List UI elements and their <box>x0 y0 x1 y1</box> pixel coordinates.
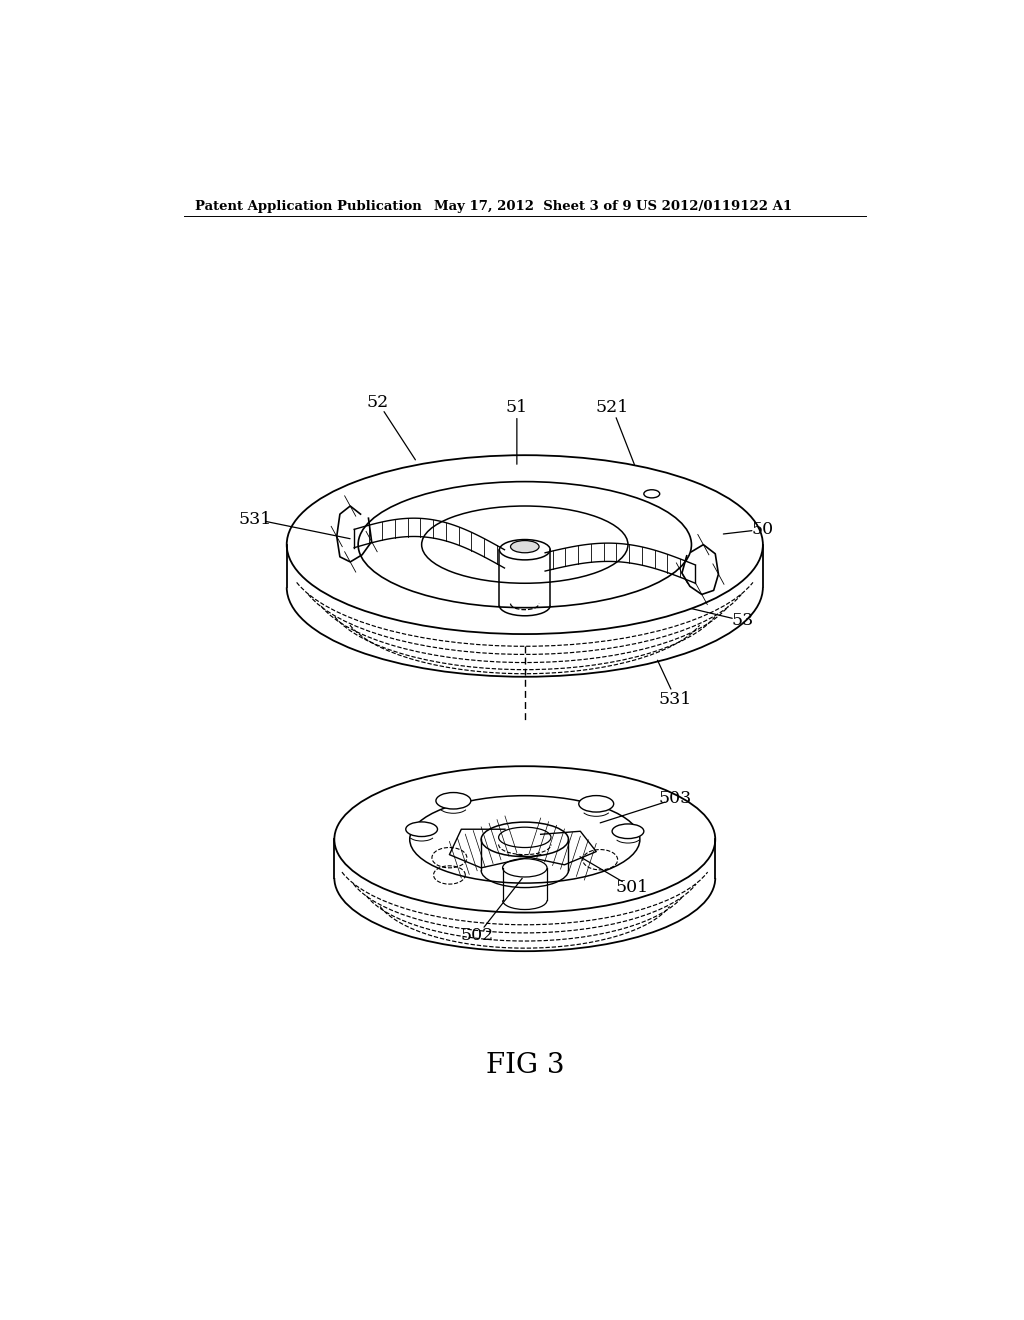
Ellipse shape <box>358 482 691 607</box>
Text: 502: 502 <box>461 928 494 944</box>
Text: 50: 50 <box>752 521 774 537</box>
Ellipse shape <box>612 824 644 838</box>
Ellipse shape <box>422 506 628 583</box>
Text: FIG 3: FIG 3 <box>485 1052 564 1078</box>
Text: 501: 501 <box>615 879 648 896</box>
Text: 503: 503 <box>659 791 692 808</box>
Text: Patent Application Publication: Patent Application Publication <box>196 199 422 213</box>
Ellipse shape <box>579 796 613 812</box>
Ellipse shape <box>481 822 568 857</box>
Ellipse shape <box>410 796 640 883</box>
Ellipse shape <box>436 792 471 809</box>
Text: 52: 52 <box>367 393 389 411</box>
Text: May 17, 2012  Sheet 3 of 9: May 17, 2012 Sheet 3 of 9 <box>433 199 631 213</box>
Ellipse shape <box>500 540 550 560</box>
Ellipse shape <box>406 822 437 837</box>
Text: 51: 51 <box>506 399 528 416</box>
Text: 531: 531 <box>239 511 271 528</box>
Ellipse shape <box>644 490 659 498</box>
Ellipse shape <box>499 828 551 847</box>
Ellipse shape <box>511 541 539 553</box>
Ellipse shape <box>334 766 715 912</box>
Ellipse shape <box>503 859 547 876</box>
Ellipse shape <box>287 455 763 634</box>
Text: US 2012/0119122 A1: US 2012/0119122 A1 <box>636 199 792 213</box>
Text: 521: 521 <box>596 399 629 416</box>
Text: 531: 531 <box>659 690 692 708</box>
Text: 53: 53 <box>732 612 754 630</box>
